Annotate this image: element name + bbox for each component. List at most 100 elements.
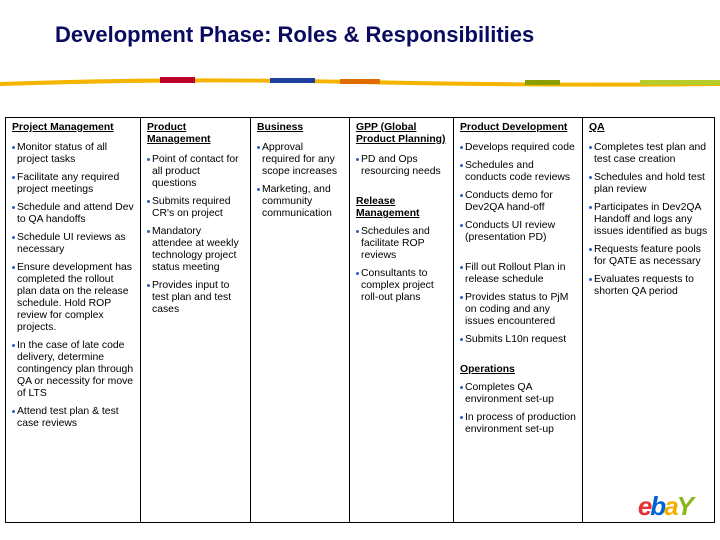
list-item: Completes test plan and test case creati… xyxy=(589,142,708,166)
list-item: Approval required for any scope increase… xyxy=(257,142,343,178)
list-item: PD and Ops resourcing needs xyxy=(356,154,447,178)
section: Release Management Schedules and facilita… xyxy=(356,196,447,304)
bullet xyxy=(257,188,260,191)
item-text: Facilitate any required project meetings xyxy=(17,172,120,195)
slide-title: Development Phase: Roles & Responsibilit… xyxy=(55,22,535,47)
logo-letter: e xyxy=(637,491,653,521)
bullet xyxy=(460,194,463,197)
item-text: In process of production environment set… xyxy=(465,412,576,435)
bullet xyxy=(460,338,463,341)
item-text: Evaluates requests to shorten QA period xyxy=(594,274,694,297)
list-item: Participates in Dev2QA Handoff and logs … xyxy=(589,202,708,238)
bullet xyxy=(356,158,359,161)
column: Product Management Point of contact for a… xyxy=(141,118,251,522)
item-text: Point of contact for all product questio… xyxy=(152,154,239,189)
column-header: Product Development xyxy=(460,122,568,133)
list-item: Schedules and facilitate ROP reviews xyxy=(356,226,447,262)
bullet xyxy=(12,266,15,269)
list-item: In the case of late code delivery, deter… xyxy=(12,340,134,400)
bullet xyxy=(12,146,15,149)
list-item: Point of contact for all product questio… xyxy=(147,154,244,190)
list-item: Schedules and conducts code reviews xyxy=(460,160,576,184)
column-header: Product Management xyxy=(147,122,211,145)
item-text: Provides status to PjM on coding and any… xyxy=(465,292,569,327)
decorative-stripe xyxy=(0,77,720,87)
column-header: GPP (Global Product Planning) xyxy=(356,122,446,145)
section: Develops required code Schedules and cond… xyxy=(460,142,576,244)
list-item: Facilitate any required project meetings xyxy=(12,172,134,196)
stripe-orange xyxy=(340,79,380,84)
list-item: Schedule and attend Dev to QA handoffs xyxy=(12,202,134,226)
column: Project Management Monitor status of all … xyxy=(6,118,141,522)
list-item: Fill out Rollout Plan in release schedul… xyxy=(460,262,576,286)
item-text: Completes test plan and test case creati… xyxy=(594,142,707,165)
bullet xyxy=(460,386,463,389)
stripe-lime xyxy=(640,80,720,85)
column: Business Approval required for any scope … xyxy=(251,118,350,522)
item-text: Requests feature pools for QATE as neces… xyxy=(594,244,701,267)
section: Operations Completes QA environment set-u… xyxy=(460,364,576,436)
logo-letter: Y xyxy=(676,491,694,521)
bullet xyxy=(356,230,359,233)
column: GPP (Global Product Planning) PD and Ops … xyxy=(350,118,454,522)
item-text: Develops required code xyxy=(465,142,575,153)
item-text: Fill out Rollout Plan in release schedul… xyxy=(465,262,566,285)
bullet xyxy=(12,410,15,413)
section-heading: Operations xyxy=(460,364,515,375)
stripe-red xyxy=(160,77,195,83)
item-text: Mandatory attendee at weekly technology … xyxy=(152,226,239,273)
list-item: Submits L10n request xyxy=(460,334,576,346)
item-text: Completes QA environment set-up xyxy=(465,382,554,405)
item-text: Attend test plan & test case reviews xyxy=(17,406,119,429)
list-item: Conducts demo for Dev2QA hand-off xyxy=(460,190,576,214)
column-header: Project Management xyxy=(12,122,114,133)
list-item: Mandatory attendee at weekly technology … xyxy=(147,226,244,274)
column: QA Completes test plan and test case crea… xyxy=(583,118,714,522)
item-text: Marketing, and community communication xyxy=(262,184,332,219)
item-text: Submits L10n request xyxy=(465,334,567,345)
column: Product Development Develops required cod… xyxy=(454,118,583,522)
section: Completes test plan and test case creati… xyxy=(589,142,708,298)
item-text: Schedules and facilitate ROP reviews xyxy=(361,226,430,261)
bullet xyxy=(460,416,463,419)
list-item: Conducts UI review (presentation PD) xyxy=(460,220,576,244)
column-header: Business xyxy=(257,122,304,133)
list-item: Marketing, and community communication xyxy=(257,184,343,220)
item-text: In the case of late code delivery, deter… xyxy=(17,340,134,399)
bullet xyxy=(589,146,592,149)
item-text: Conducts demo for Dev2QA hand-off xyxy=(465,190,553,213)
bullet xyxy=(460,224,463,227)
bullet xyxy=(12,176,15,179)
section: Point of contact for all product questio… xyxy=(147,154,244,316)
item-text: Participates in Dev2QA Handoff and logs … xyxy=(594,202,708,237)
item-text: Schedules and conducts code reviews xyxy=(465,160,571,183)
list-item: Submits required CR's on project xyxy=(147,196,244,220)
section: Approval required for any scope increase… xyxy=(257,142,343,220)
bullet xyxy=(460,164,463,167)
list-item: Provides status to PjM on coding and any… xyxy=(460,292,576,328)
logo-letter: b xyxy=(650,491,666,521)
item-text: Schedule and attend Dev to QA handoffs xyxy=(17,202,134,225)
column-header: QA xyxy=(589,122,605,133)
section-heading: Release Management xyxy=(356,196,420,219)
logo-letter: a xyxy=(664,491,679,521)
item-text: PD and Ops resourcing needs xyxy=(361,154,441,177)
roles-table: Project Management Monitor status of all … xyxy=(5,117,715,523)
list-item: Evaluates requests to shorten QA period xyxy=(589,274,708,298)
bullet xyxy=(257,146,260,149)
list-item: Requests feature pools for QATE as neces… xyxy=(589,244,708,268)
item-text: Conducts UI review (presentation PD) xyxy=(465,220,556,243)
item-text: Schedule UI reviews as necessary xyxy=(17,232,126,255)
list-item: Attend test plan & test case reviews xyxy=(12,406,134,430)
list-item: Monitor status of all project tasks xyxy=(12,142,134,166)
bullet xyxy=(460,146,463,149)
item-text: Submits required CR's on project xyxy=(152,196,231,219)
item-text: Approval required for any scope increase… xyxy=(262,142,338,177)
item-text: Monitor status of all project tasks xyxy=(17,142,108,165)
list-item: Develops required code xyxy=(460,142,576,154)
section: Fill out Rollout Plan in release schedul… xyxy=(460,262,576,346)
bullet xyxy=(460,296,463,299)
list-item: Ensure development has completed the rol… xyxy=(12,262,134,334)
logo: ebaY xyxy=(637,491,694,522)
